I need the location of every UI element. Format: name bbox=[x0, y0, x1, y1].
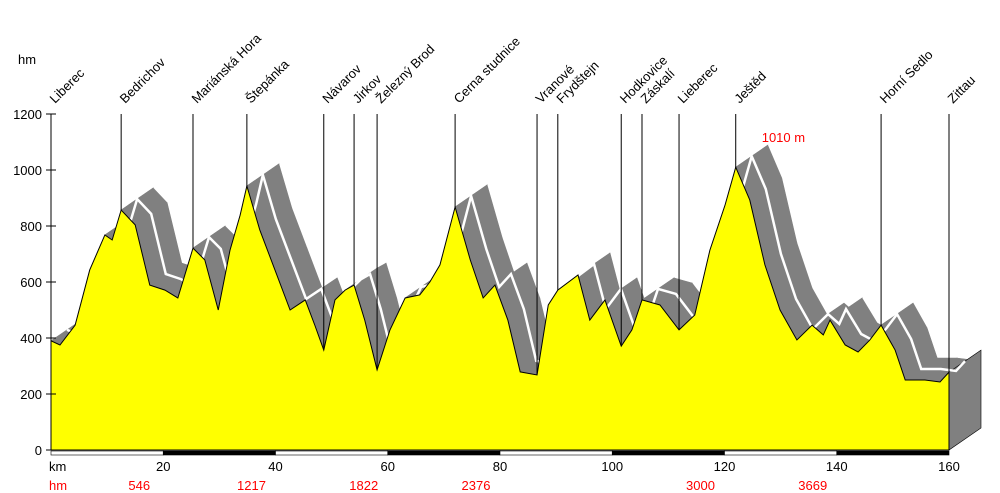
cumulative-climb-label: 2376 bbox=[462, 478, 491, 493]
place-name-label: Bedrichov bbox=[117, 54, 169, 106]
max-elevation-label: 1010 m bbox=[762, 130, 805, 145]
y-tick-label: 800 bbox=[20, 219, 42, 234]
distance-scale-segment bbox=[162, 450, 276, 456]
place-name-label: Horní Sedlo bbox=[877, 47, 936, 106]
place-name-label: Cerna studnice bbox=[451, 34, 523, 106]
place-name-label: Lieberec bbox=[675, 60, 721, 106]
distance-scale-segment bbox=[50, 450, 164, 456]
place-name-label: Ještěd bbox=[731, 68, 769, 106]
cumulative-climb-label: 3669 bbox=[798, 478, 827, 493]
elevation-profile-area bbox=[50, 165, 950, 451]
distance-scale-segment bbox=[387, 450, 501, 456]
distance-scale-segment bbox=[275, 450, 389, 456]
y-tick-label: 400 bbox=[20, 331, 42, 346]
x-axis-unit-label: km bbox=[49, 459, 66, 474]
y-tick-label: 600 bbox=[20, 275, 42, 290]
x-tick-label: 20 bbox=[156, 459, 170, 474]
distance-scale-segment bbox=[836, 450, 950, 456]
x-tick-label: 80 bbox=[493, 459, 507, 474]
profile-center-line bbox=[66, 152, 966, 373]
x-tick-label: 60 bbox=[381, 459, 395, 474]
y-tick-label: 1200 bbox=[13, 107, 42, 122]
distance-scale-segment bbox=[724, 450, 838, 456]
climb-row-label: hm bbox=[49, 478, 67, 493]
x-tick-label: 120 bbox=[714, 459, 736, 474]
distance-scale-segment bbox=[499, 450, 613, 456]
cumulative-climb-label: 1217 bbox=[237, 478, 266, 493]
cumulative-climb-label: 546 bbox=[128, 478, 150, 493]
place-name-label: Železný Brod bbox=[373, 41, 438, 106]
y-tick-label: 1000 bbox=[13, 163, 42, 178]
y-axis-unit-label: hm bbox=[18, 52, 36, 67]
place-name-label: Liberec bbox=[47, 65, 88, 106]
y-tick-label: 0 bbox=[35, 443, 42, 458]
cumulative-climb-label: 3000 bbox=[686, 478, 715, 493]
x-tick-label: 40 bbox=[268, 459, 282, 474]
x-tick-label: 140 bbox=[826, 459, 848, 474]
x-tick-label: 160 bbox=[938, 459, 960, 474]
cumulative-climb-label: 1822 bbox=[349, 478, 378, 493]
y-tick-label: 200 bbox=[20, 387, 42, 402]
distance-scale-segment bbox=[611, 450, 725, 456]
x-tick-label: 100 bbox=[601, 459, 623, 474]
place-name-label: Štepánka bbox=[242, 56, 292, 106]
place-name-label: Zittau bbox=[945, 73, 979, 107]
